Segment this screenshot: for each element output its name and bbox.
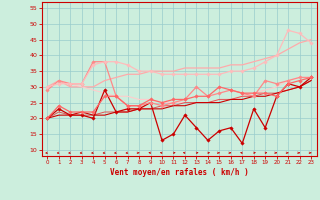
X-axis label: Vent moyen/en rafales ( km/h ): Vent moyen/en rafales ( km/h ) <box>110 168 249 177</box>
